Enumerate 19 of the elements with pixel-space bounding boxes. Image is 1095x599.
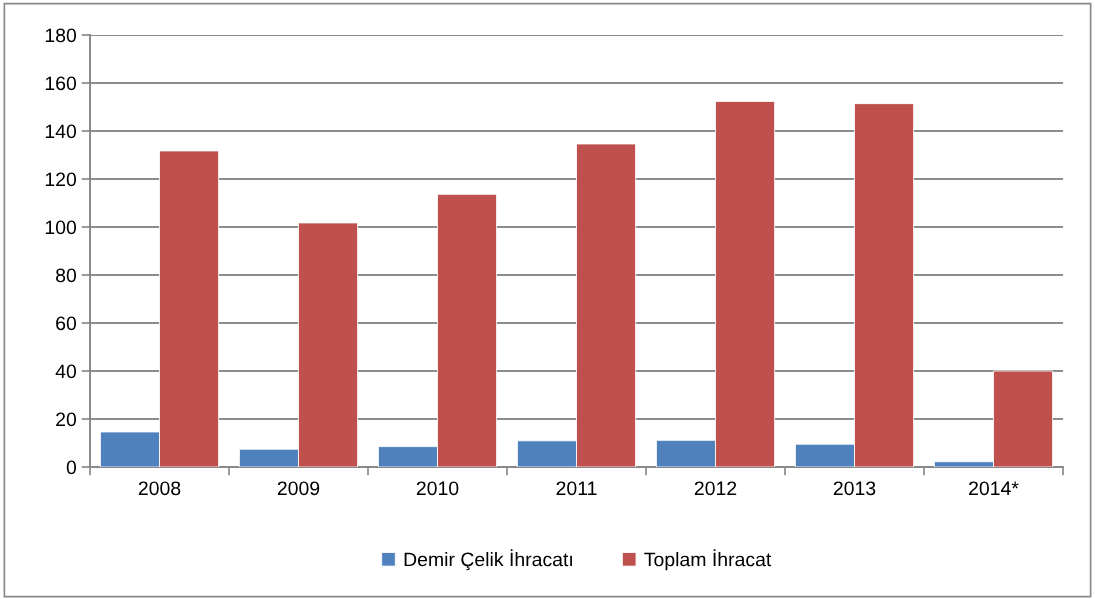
x-tick-label: 2012: [694, 481, 737, 496]
legend-label: Toplam İhracat: [644, 549, 772, 571]
y-tick-label: 140: [45, 124, 77, 139]
y-tick-label: 20: [56, 412, 77, 427]
y-tick-label: 60: [56, 316, 77, 331]
y-tick-label: 100: [45, 220, 77, 235]
x-tick-label: 2008: [138, 481, 181, 496]
y-tick-label: 120: [45, 172, 77, 187]
y-tick-label: 160: [45, 76, 77, 91]
y-tick-label: 180: [45, 28, 77, 43]
x-tick-label: 2013: [833, 481, 876, 496]
legend-label: Demir Çelik İhracatı: [404, 549, 572, 571]
x-tick-label: 2010: [416, 481, 459, 496]
y-tick-label: 0: [66, 460, 77, 475]
y-tick-label: 40: [55, 364, 77, 379]
y-tick-label: 80: [56, 268, 77, 283]
x-tick-label: 2011: [556, 481, 597, 496]
x-tick-label: 2014*: [969, 481, 1019, 496]
x-tick-label: 2009: [277, 481, 320, 496]
